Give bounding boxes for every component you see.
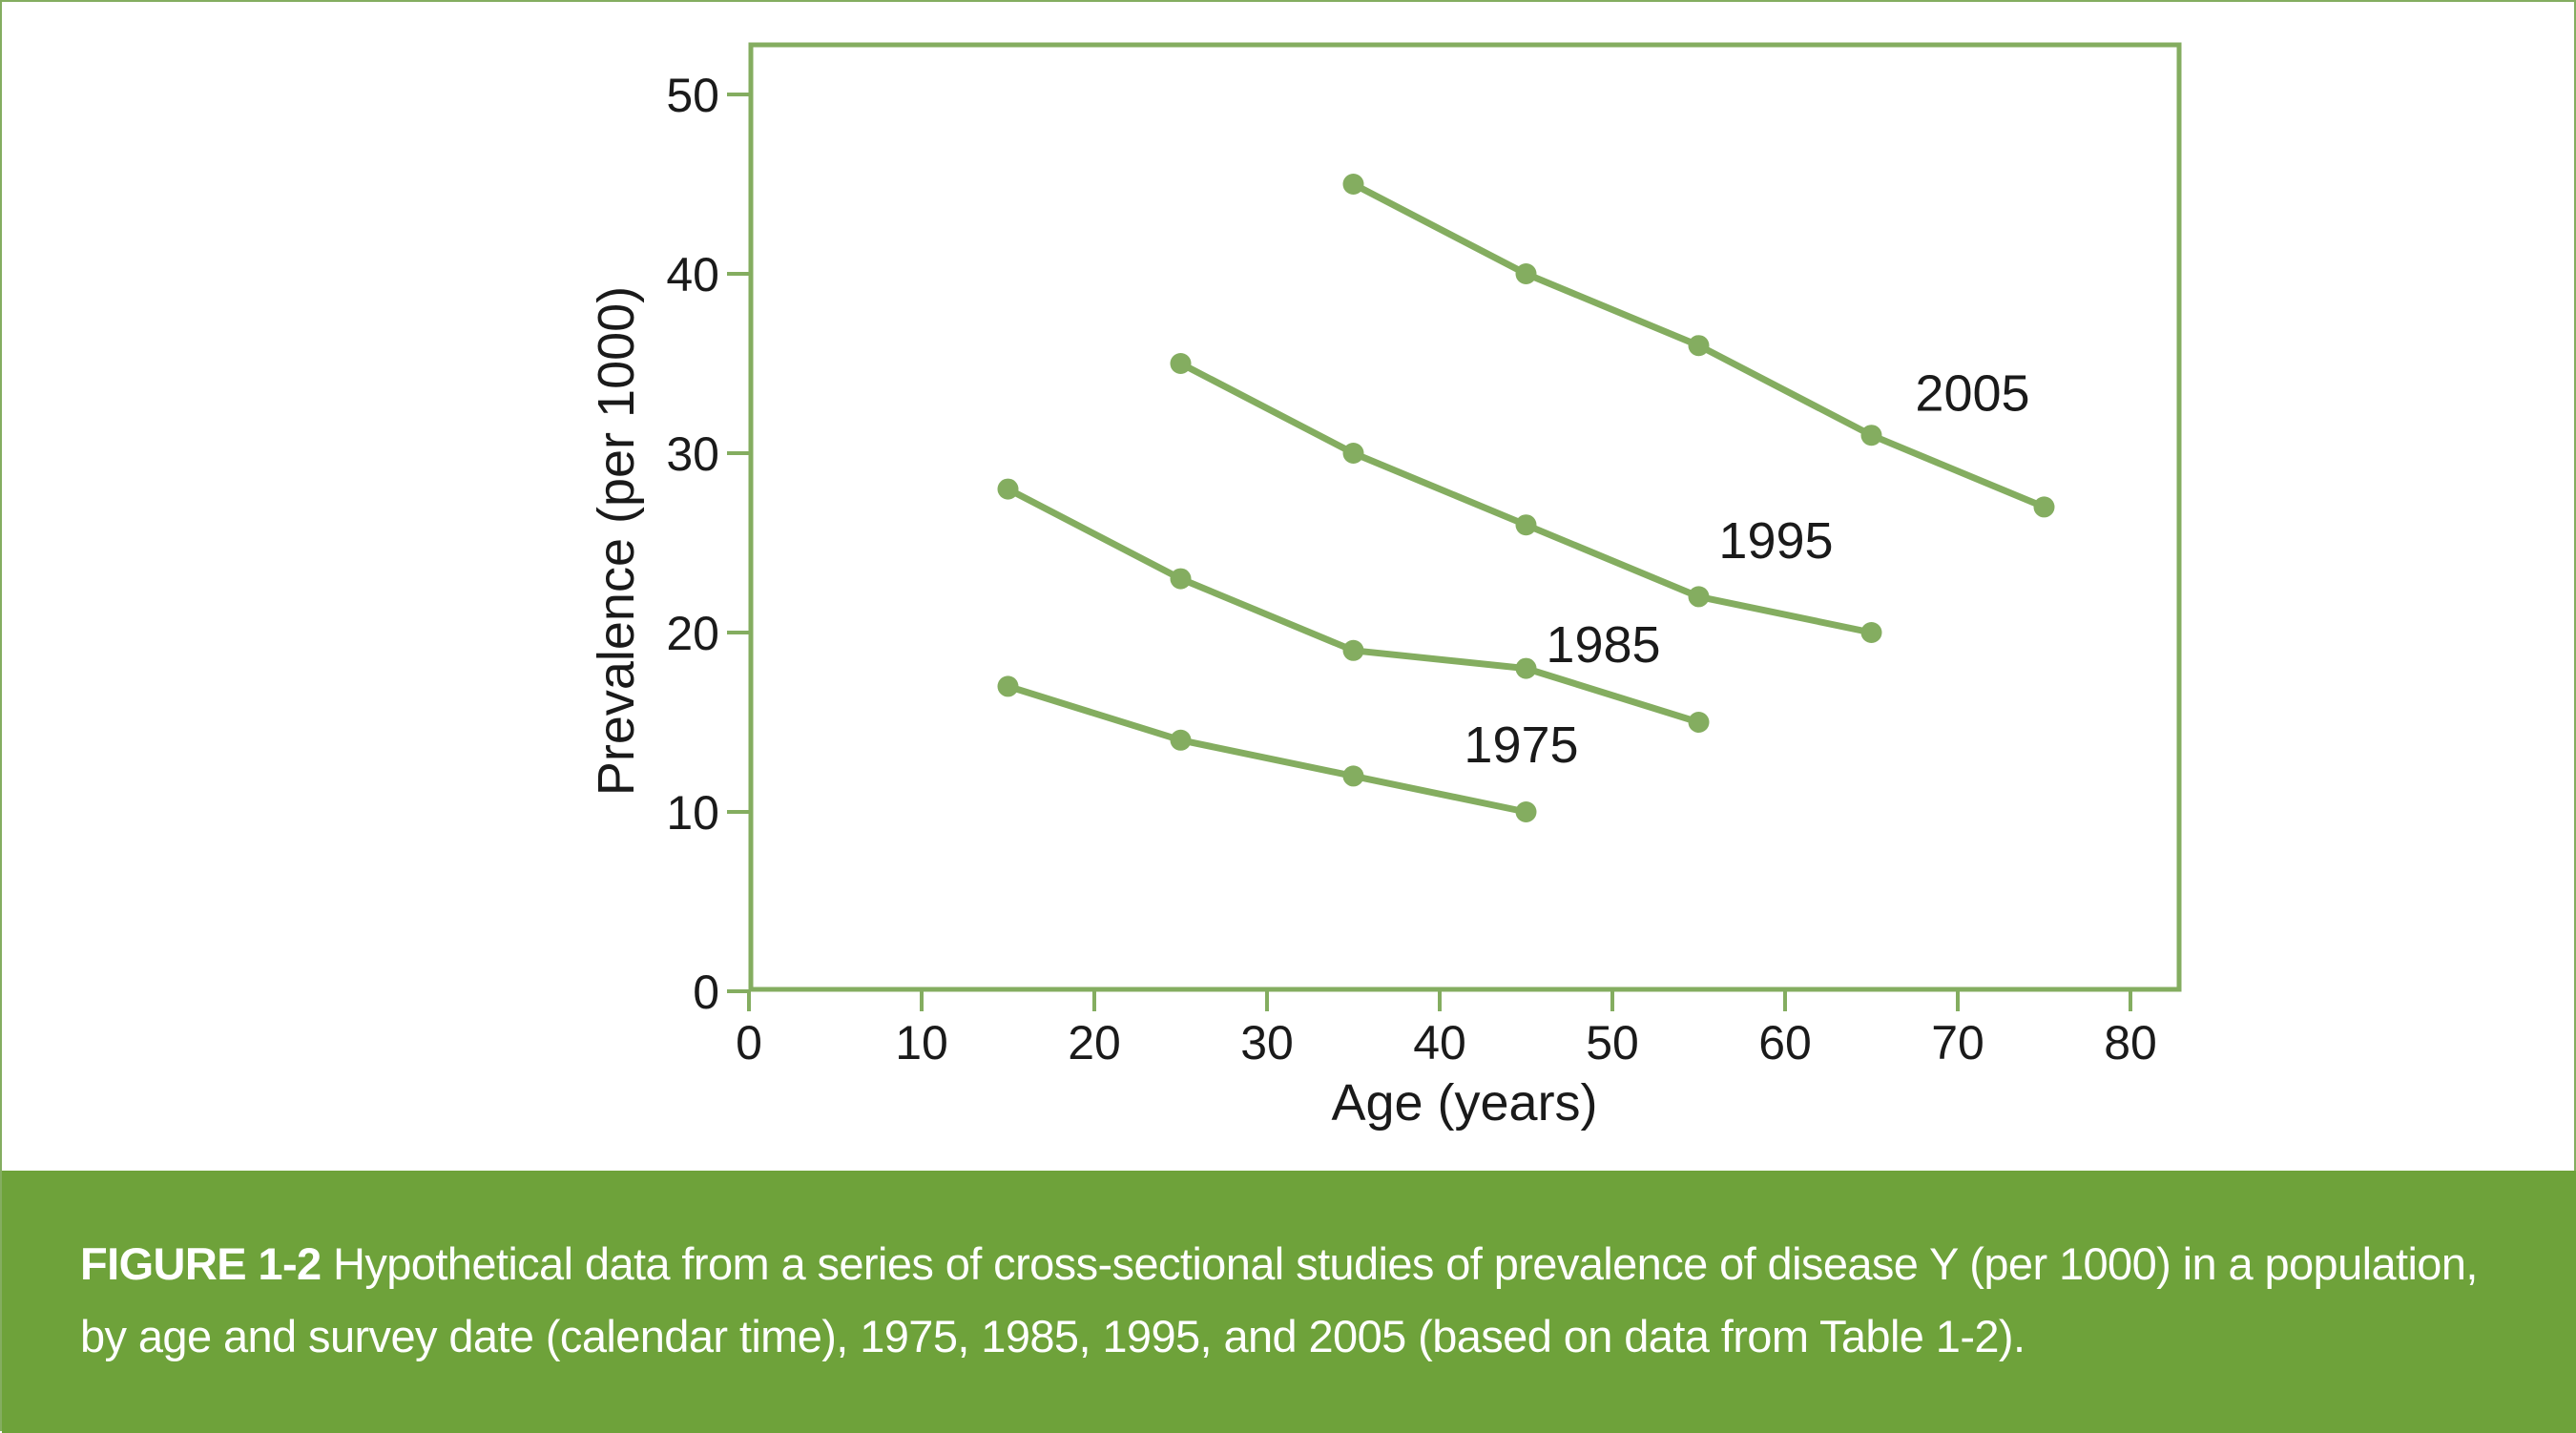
y-tick-label: 10 [666, 786, 719, 840]
data-point [1515, 801, 1537, 822]
data-point [2033, 496, 2055, 518]
caption-body: Hypothetical data from a series of cross… [80, 1238, 2478, 1361]
series-label: 2005 [1915, 364, 2029, 422]
series-1975: 1975 [997, 675, 1579, 822]
series-line [1177, 360, 1875, 636]
data-point [1860, 622, 1882, 643]
data-point [1688, 712, 1710, 733]
x-tick-label: 70 [1931, 1016, 1984, 1070]
caption-label: FIGURE 1-2 [80, 1238, 322, 1289]
x-tick-label: 80 [2104, 1016, 2157, 1070]
x-tick-label: 60 [1758, 1016, 1812, 1070]
data-point [997, 675, 1019, 697]
series-1985: 1985 [997, 478, 1710, 733]
x-tick-label: 50 [1586, 1016, 1639, 1070]
data-point [1515, 263, 1537, 284]
y-axis-title: Prevalence (per 1000) [588, 286, 645, 796]
data-point [1170, 729, 1192, 751]
data-point [1688, 586, 1710, 608]
series-label: 1985 [1546, 616, 1660, 674]
y-tick-label: 30 [666, 427, 719, 481]
caption-text: FIGURE 1-2 Hypothetical data from a seri… [80, 1228, 2521, 1373]
y-tick-label: 50 [666, 69, 719, 122]
data-point [1860, 425, 1882, 447]
data-point [997, 478, 1019, 500]
x-tick-label: 0 [736, 1016, 762, 1070]
series-2005: 2005 [1342, 174, 2055, 518]
series-layer: 1975 1985 1995 2005 [997, 174, 2055, 822]
data-point [1342, 443, 1364, 464]
data-point [1170, 568, 1192, 590]
x-axis-title: Age (years) [1331, 1074, 1597, 1132]
data-point [1515, 514, 1537, 536]
plot-area-border [748, 42, 2182, 992]
data-point [1688, 335, 1710, 357]
data-point [1342, 174, 1364, 195]
series-line [1005, 682, 1529, 816]
data-point [1342, 639, 1364, 661]
y-tick-label: 0 [693, 966, 719, 1019]
series-1995: 1995 [1170, 353, 1882, 643]
x-tick-label: 40 [1413, 1016, 1466, 1070]
data-point [1170, 353, 1192, 374]
x-tick-label: 20 [1068, 1016, 1121, 1070]
figure-caption: FIGURE 1-2 Hypothetical data from a seri… [2, 1171, 2576, 1433]
x-tick-label: 10 [895, 1016, 948, 1070]
data-point [1515, 657, 1537, 679]
x-axis: 0 10 20 30 40 50 60 70 80 [736, 989, 2157, 1070]
series-line [1005, 486, 1702, 726]
y-tick-label: 20 [666, 607, 719, 660]
y-axis: 0 10 20 30 40 50 [666, 69, 751, 1019]
y-tick-label: 40 [666, 248, 719, 301]
series-label: 1975 [1464, 716, 1578, 774]
data-point [1342, 765, 1364, 787]
series-label: 1995 [1718, 512, 1833, 570]
x-tick-label: 30 [1240, 1016, 1294, 1070]
